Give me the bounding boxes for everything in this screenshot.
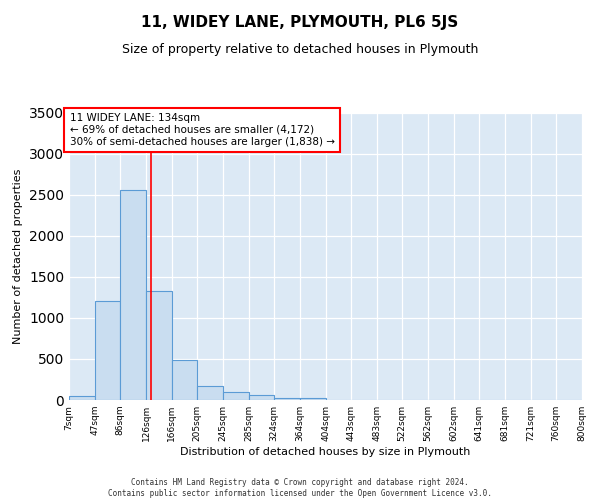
Bar [223, 392, 249, 400]
Text: 11, WIDEY LANE, PLYMOUTH, PL6 5JS: 11, WIDEY LANE, PLYMOUTH, PL6 5JS [142, 15, 458, 30]
Bar [274, 398, 300, 400]
Bar [249, 396, 274, 400]
Bar [300, 398, 326, 400]
Text: 11 WIDEY LANE: 134sqm
← 69% of detached houses are smaller (4,172)
30% of semi-d: 11 WIDEY LANE: 134sqm ← 69% of detached … [70, 114, 335, 146]
Bar [146, 291, 172, 400]
Bar [197, 386, 223, 400]
X-axis label: Distribution of detached houses by size in Plymouth: Distribution of detached houses by size … [181, 447, 470, 457]
Bar [69, 396, 95, 400]
Text: Contains HM Land Registry data © Crown copyright and database right 2024.
Contai: Contains HM Land Registry data © Crown c… [108, 478, 492, 498]
Bar [172, 360, 197, 400]
Bar [120, 190, 146, 400]
Y-axis label: Number of detached properties: Number of detached properties [13, 168, 23, 344]
Text: Size of property relative to detached houses in Plymouth: Size of property relative to detached ho… [122, 42, 478, 56]
Bar [95, 300, 120, 400]
